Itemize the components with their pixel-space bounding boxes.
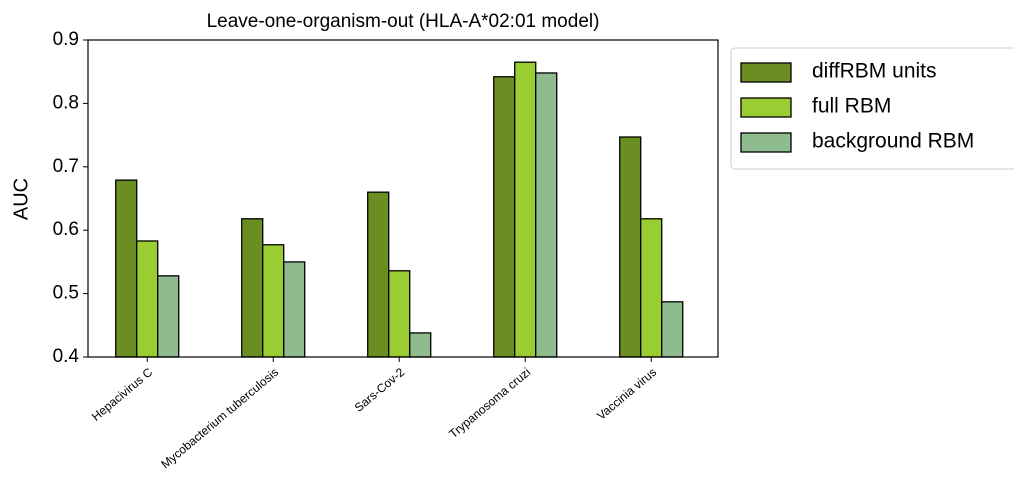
y-tick-label: 0.7 — [53, 156, 79, 177]
bar — [115, 179, 138, 358]
y-tick-label: 0.5 — [53, 283, 79, 304]
bar — [661, 301, 684, 358]
bar — [493, 76, 516, 358]
legend-label: background RBM — [812, 130, 974, 153]
y-tick-label: 0.4 — [53, 346, 80, 367]
x-tick-label: Trypanosoma cruzi — [446, 365, 533, 441]
legend-swatch — [740, 97, 792, 118]
bar — [514, 61, 537, 358]
bar — [283, 261, 306, 358]
legend-swatch — [740, 62, 792, 83]
legend-box — [730, 47, 1014, 170]
bar — [535, 72, 558, 358]
x-tick-label: Hepacivirus C — [89, 365, 155, 424]
bar — [367, 191, 390, 358]
bar — [157, 275, 180, 358]
chart-title: Leave-one-organism-out (HLA-A*02:01 mode… — [207, 11, 600, 32]
y-tick-label: 0.9 — [53, 29, 79, 50]
bar — [409, 332, 432, 358]
bar — [241, 218, 264, 358]
bar — [640, 218, 663, 358]
legend-swatch — [740, 132, 792, 153]
plot-frame — [87, 39, 719, 358]
y-axis-label: AUC — [10, 178, 32, 220]
y-tick-label: 0.8 — [53, 92, 79, 113]
x-tick-label: Sars-Cov-2 — [352, 365, 408, 415]
bar — [136, 240, 159, 358]
y-tick-label: 0.6 — [53, 219, 79, 240]
x-tick-label: Mycobacterium tuberculosis — [158, 365, 281, 471]
bar — [388, 270, 411, 358]
legend-label: full RBM — [812, 95, 891, 118]
x-tick-label: Vaccinia virus — [594, 365, 659, 423]
bar — [619, 136, 642, 358]
bar — [262, 244, 285, 358]
legend-label: diffRBM units — [812, 60, 937, 83]
